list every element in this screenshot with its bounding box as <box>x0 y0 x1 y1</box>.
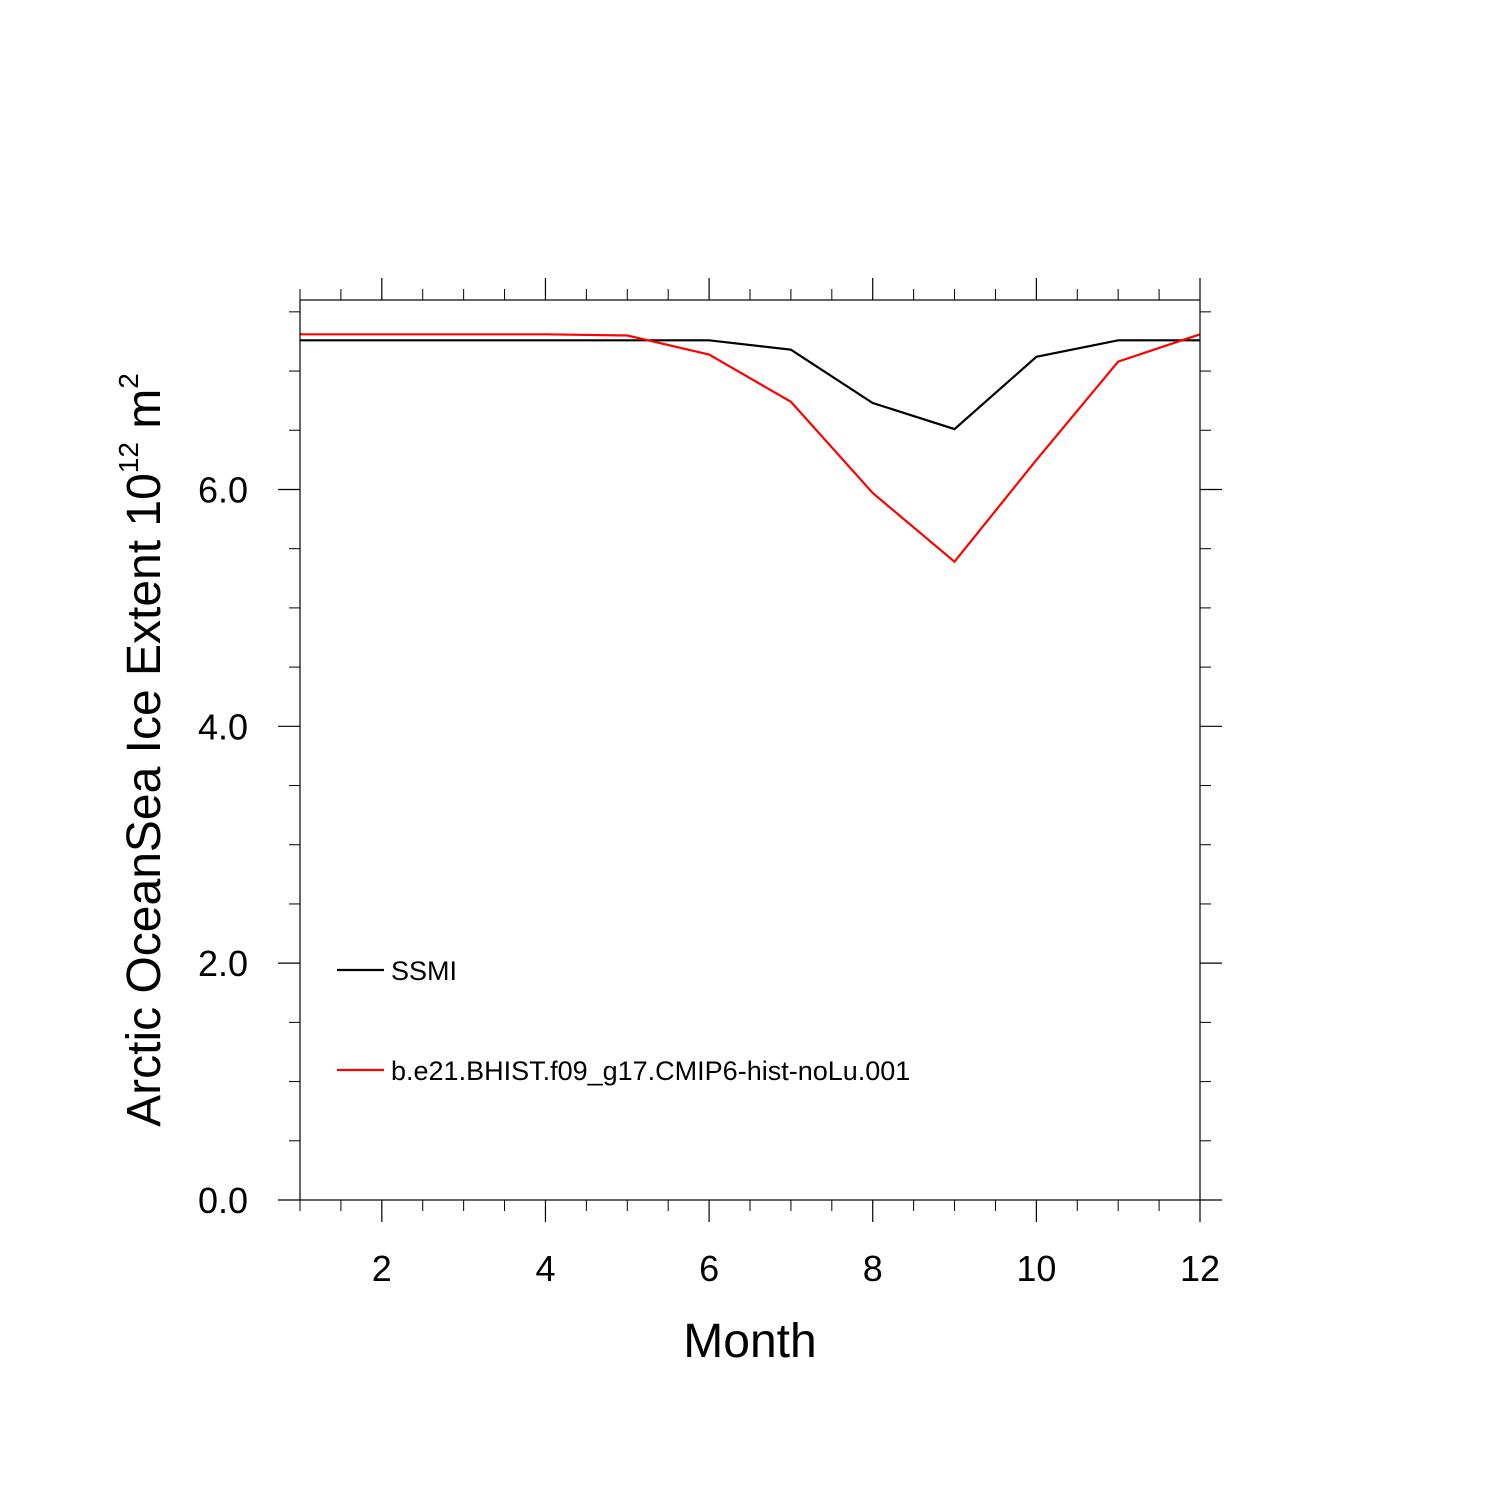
y-tick-labels: 0.0 2.0 4.0 6.0 <box>198 469 248 1221</box>
plot-frame <box>299 299 1201 1201</box>
y-axis-label-exponent: 12 <box>113 442 144 473</box>
major-ticks <box>278 278 1222 1222</box>
y-tick-label: 4.0 <box>198 706 248 747</box>
x-tick-label: 10 <box>1016 1248 1056 1289</box>
x-tick-label: 6 <box>699 1248 719 1289</box>
series-line <box>300 339 1200 431</box>
legend: SSMI b.e21.BHIST.f09_g17.CMIP6-hist-noLu.… <box>337 956 910 1086</box>
x-tick-label: 12 <box>1180 1248 1220 1289</box>
legend-label: SSMI <box>391 956 457 986</box>
y-tick-label: 2.0 <box>198 943 248 984</box>
y-axis-label: Arctic OceanSea Ice Extent 1012 m2 <box>113 373 171 1127</box>
y-tick-label: 6.0 <box>198 469 248 510</box>
minor-ticks <box>289 289 1211 1211</box>
x-axis-label: Month <box>683 1315 816 1368</box>
legend-label: b.e21.BHIST.f09_g17.CMIP6-hist-noLu.001 <box>391 1056 910 1086</box>
x-tick-label: 8 <box>863 1248 883 1289</box>
y-axis-label-space <box>118 429 171 442</box>
x-tick-label: 2 <box>372 1248 392 1289</box>
y-axis-label-unit: m <box>118 389 171 429</box>
y-axis-label-unit-exponent: 2 <box>113 373 144 389</box>
x-tick-labels: 2 4 6 8 10 12 <box>372 1248 1220 1289</box>
series-layer <box>300 333 1201 564</box>
y-tick-label: 0.0 <box>198 1180 248 1221</box>
y-axis-label-text: Arctic OceanSea Ice Extent 10 <box>118 473 171 1127</box>
x-tick-label: 4 <box>535 1248 555 1289</box>
series-line <box>300 333 1201 564</box>
